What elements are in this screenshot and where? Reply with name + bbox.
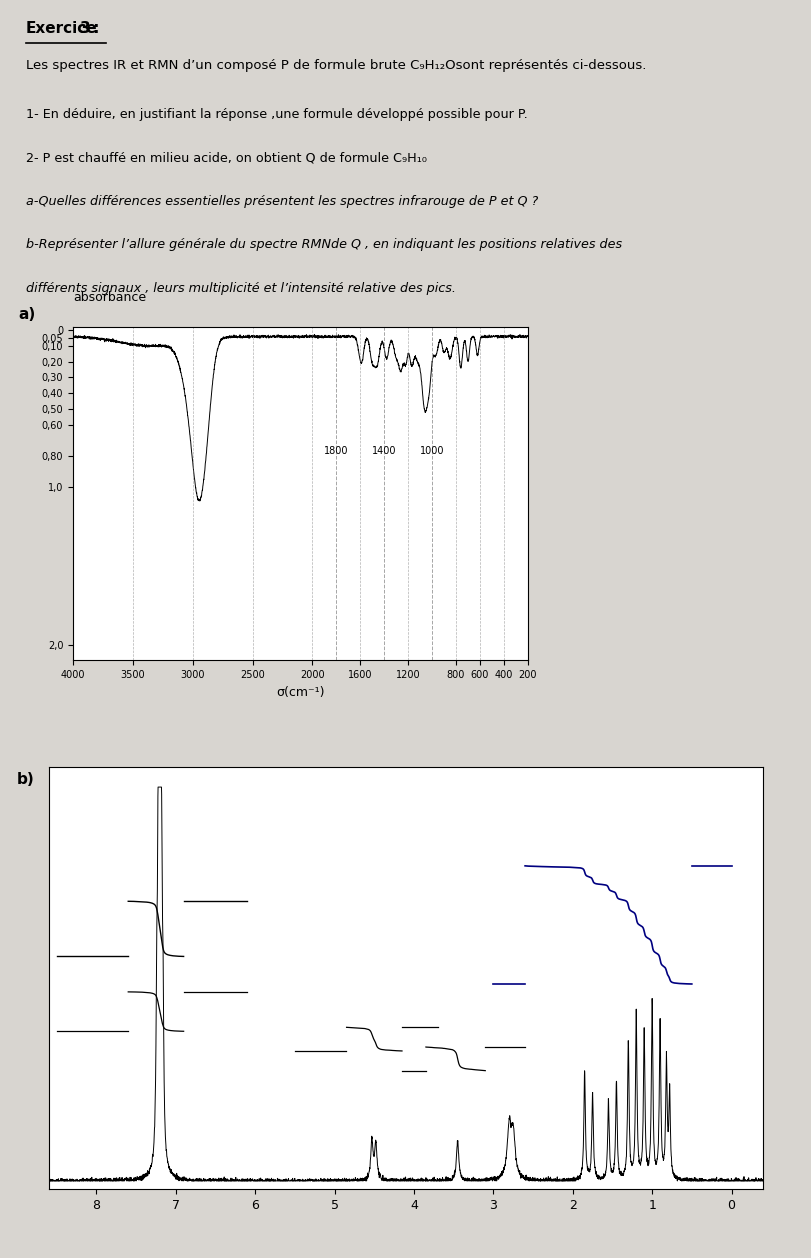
Text: différents signaux , leurs multiplicité et l’intensité relative des pics.: différents signaux , leurs multiplicité … <box>26 282 455 294</box>
Text: :: : <box>88 21 99 36</box>
Text: 1- En déduire, en justifiant la réponse ,une formule développé possible pour P.: 1- En déduire, en justifiant la réponse … <box>26 108 526 121</box>
Text: b-Représenter l’allure générale du spectre RMNde Q , en indiquant les positions : b-Représenter l’allure générale du spect… <box>26 238 621 252</box>
Text: 1400: 1400 <box>371 447 396 457</box>
Text: 3: 3 <box>80 21 91 36</box>
Text: 1800: 1800 <box>324 447 348 457</box>
Text: absorbance: absorbance <box>73 291 146 303</box>
Text: Les spectres IR et RMN d’un composé P de formule brute C₉H₁₂Osont représentés ci: Les spectres IR et RMN d’un composé P de… <box>26 59 646 72</box>
Text: a-Quelles différences essentielles présentent les spectres infrarouge de P et Q : a-Quelles différences essentielles prése… <box>26 195 537 208</box>
Text: 2- P est chauffé en milieu acide, on obtient Q de formule C₉H₁₀: 2- P est chauffé en milieu acide, on obt… <box>26 151 426 165</box>
Text: a): a) <box>19 307 36 322</box>
Text: b): b) <box>16 771 34 786</box>
Text: 1000: 1000 <box>419 447 444 457</box>
X-axis label: σ(cm⁻¹): σ(cm⁻¹) <box>276 686 324 698</box>
Text: Exercice: Exercice <box>26 21 97 36</box>
